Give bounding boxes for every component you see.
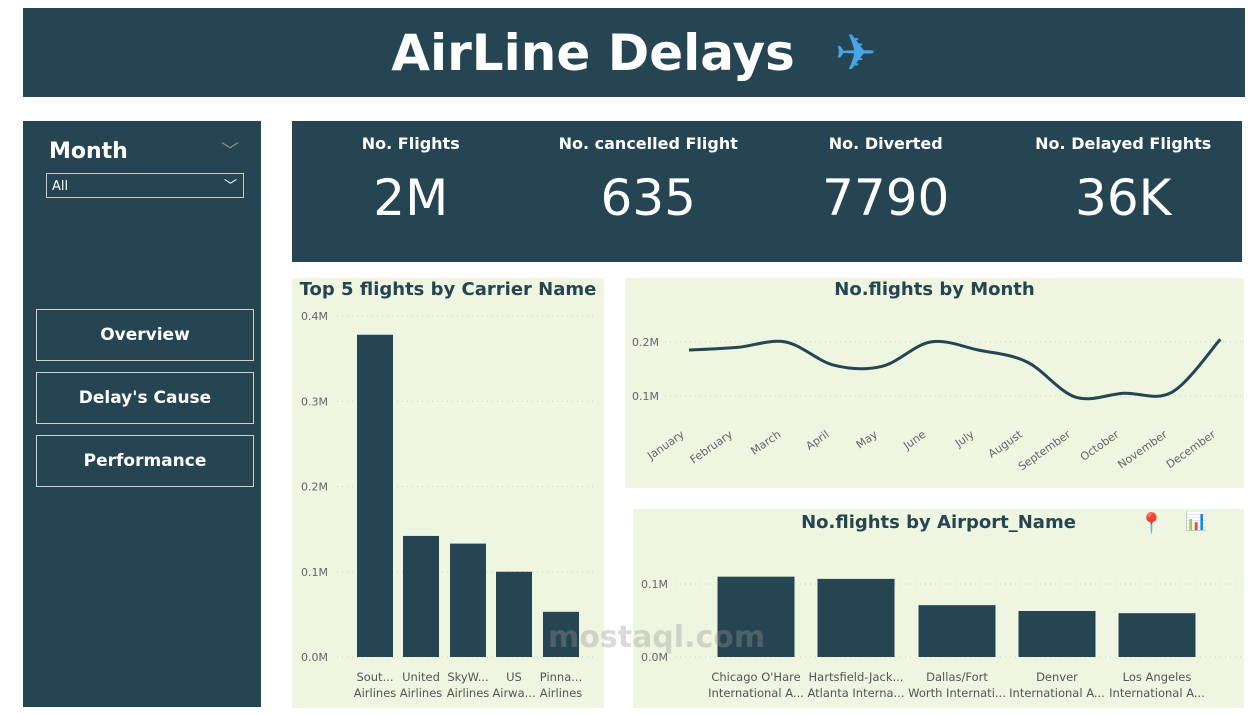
y-tick-label: 0.0M [641, 651, 668, 664]
airport-chart-panel: No.flights by Airport_Name 📍 📊 0.0M 0.1M C… [633, 509, 1244, 708]
x-tick-label: International A... [708, 686, 804, 700]
x-tick-label: Worth Internati... [908, 686, 1006, 700]
x-tick-label: International A... [1109, 686, 1205, 700]
chevron-down-icon[interactable]: ﹀ [221, 141, 239, 162]
x-tick-label: Denver [1036, 670, 1078, 684]
y-tick-label: 0.1M [641, 578, 668, 591]
month-slicer-label: Month [49, 139, 128, 164]
bar [403, 535, 439, 657]
sidebar: Month ﹀ All ﹀ Overview Delay's Cause Perf… [23, 121, 261, 707]
x-tick-label: January [644, 428, 687, 463]
watermark: mostaql.com [548, 620, 766, 655]
x-tick-label: February [688, 428, 736, 467]
x-tick-label: United [402, 670, 440, 684]
x-tick-label: October [1078, 428, 1122, 464]
x-tick-label: Pinna... [540, 670, 582, 684]
kpi-label: No. Delayed Flights [1035, 134, 1212, 153]
month-chart-panel: No.flights by Month 0.1M 0.2M January Febru… [625, 278, 1244, 488]
x-tick-label: Airlines [540, 686, 583, 700]
kpi-value: 7790 [822, 169, 950, 227]
x-tick-label: May [854, 428, 880, 452]
x-tick-label: Chicago O'Hare [711, 670, 800, 684]
bar [1018, 611, 1096, 657]
x-tick-label: April [804, 428, 832, 453]
x-tick-label: Dallas/Fort [926, 670, 988, 684]
series-line [688, 338, 1222, 401]
airplane-icon: ✈ [834, 23, 877, 82]
carrier-bar-chart: 0.0M 0.1M 0.2M 0.3M 0.4M Sout... Airlines Unite… [301, 310, 597, 700]
kpi-value: 2M [373, 169, 449, 227]
x-tick-label: International A... [1009, 686, 1105, 700]
delays-cause-button[interactable]: Delay's Cause [36, 372, 254, 424]
kpi-label: No. cancelled Flight [558, 134, 738, 153]
kpi-delayed: No. Delayed Flights 36K [1005, 121, 1243, 262]
bar [918, 605, 996, 657]
kpi-label: No. Flights [361, 134, 460, 153]
x-tick-label: Airlines [354, 686, 397, 700]
x-tick-label: Hartsfield-Jack... [809, 670, 904, 684]
x-tick-label: March [748, 428, 783, 458]
y-tick-label: 0.1M [632, 390, 659, 403]
kpi-strip: No. Flights 2M No. cancelled Flight 635 No… [292, 121, 1242, 262]
y-tick-label: 0.1M [301, 566, 328, 579]
map-pin-icon[interactable]: 📍 [1139, 511, 1164, 535]
x-tick-label: Airwa... [492, 686, 535, 700]
chart-title: No.flights by Airport_Name [801, 512, 1076, 533]
bar [817, 578, 895, 657]
y-tick-label: 0.4M [301, 310, 328, 323]
y-tick-label: 0.0M [301, 651, 328, 664]
bar [717, 576, 795, 657]
chart-search-icon[interactable]: 📊 [1185, 511, 1208, 532]
x-tick-label: June [900, 428, 928, 453]
bar [450, 543, 486, 657]
bar [1118, 613, 1196, 657]
chart-title: Top 5 flights by Carrier Name [299, 279, 597, 300]
performance-button[interactable]: Performance [36, 435, 254, 487]
kpi-value: 36K [1075, 169, 1172, 227]
page-title: AirLine Delays [391, 23, 795, 82]
x-tick-label: SkyW... [447, 670, 488, 684]
month-dropdown-value: All [52, 179, 69, 194]
kpi-value: 635 [600, 169, 696, 227]
x-tick-label: Atlanta Interna... [807, 686, 904, 700]
x-tick-label: November [1115, 428, 1170, 472]
kpi-cancelled: No. cancelled Flight 635 [530, 121, 768, 262]
overview-button[interactable]: Overview [36, 309, 254, 361]
bar [496, 571, 532, 657]
x-tick-label: December [1164, 428, 1219, 472]
x-tick-label: US [506, 670, 522, 684]
x-tick-label: Airlines [400, 686, 443, 700]
x-tick-label: August [986, 427, 1026, 460]
month-dropdown[interactable]: All ﹀ [46, 173, 244, 198]
header-banner: AirLine Delays ✈ [23, 8, 1245, 97]
bar [357, 334, 393, 657]
month-line-chart: 0.1M 0.2M January February March April May June… [632, 336, 1244, 474]
bar [543, 611, 579, 657]
kpi-label: No. Diverted [828, 134, 943, 153]
carrier-chart-panel: Top 5 flights by Carrier Name 0.0M 0.1M 0.… [292, 278, 604, 708]
y-tick-label: 0.3M [301, 395, 328, 408]
chart-title: No.flights by Month [834, 279, 1035, 300]
x-tick-label: September [1016, 428, 1074, 474]
x-tick-label: Airlines [447, 686, 490, 700]
airport-bar-chart: 0.0M 0.1M Chicago O'Hare International A...… [641, 576, 1244, 700]
x-tick-label: Los Angeles [1123, 670, 1192, 684]
y-tick-label: 0.2M [301, 481, 328, 494]
x-tick-label: July [952, 428, 977, 451]
kpi-flights: No. Flights 2M [292, 121, 530, 262]
kpi-diverted: No. Diverted 7790 [767, 121, 1005, 262]
y-tick-label: 0.2M [632, 336, 659, 349]
x-tick-label: Sout... [356, 670, 393, 684]
chevron-down-icon: ﹀ [223, 179, 237, 194]
